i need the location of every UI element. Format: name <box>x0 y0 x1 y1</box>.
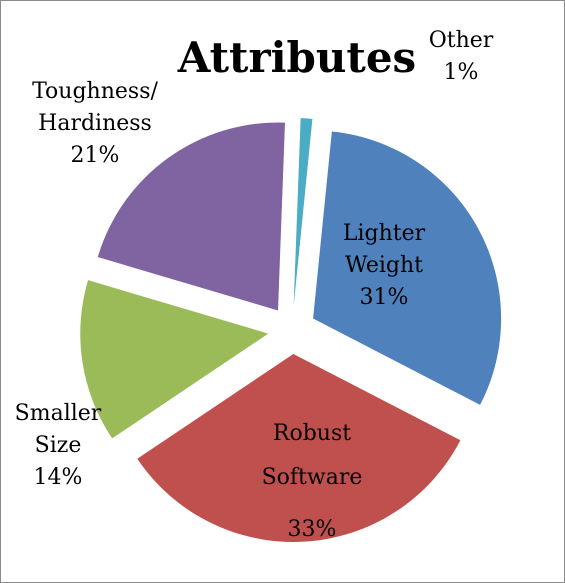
slice-label-robust-software: Robust Software 33% <box>262 421 363 542</box>
pie-slice-toughness-hardiness <box>97 122 285 311</box>
pie-slice-other <box>293 118 313 307</box>
slice-label-smaller-size: Smaller Size 14% <box>15 401 102 490</box>
slice-label-lighter-weight: Lighter Weight 31% <box>343 221 426 310</box>
slice-label-toughness-hardiness: Toughness/Hardiness 21% <box>32 79 158 168</box>
pie-slice-smaller-size <box>80 280 269 439</box>
pie-slice-lighter-weight <box>313 131 502 405</box>
pie-slice-robust-software <box>137 353 461 542</box>
pie-slices <box>80 118 502 542</box>
chart-title: Attributes <box>177 33 416 82</box>
slice-label-other: Other 1% <box>429 28 494 85</box>
slice-labels: Lighter Weight 31% Robust Software 33% Smaller… <box>15 28 494 542</box>
